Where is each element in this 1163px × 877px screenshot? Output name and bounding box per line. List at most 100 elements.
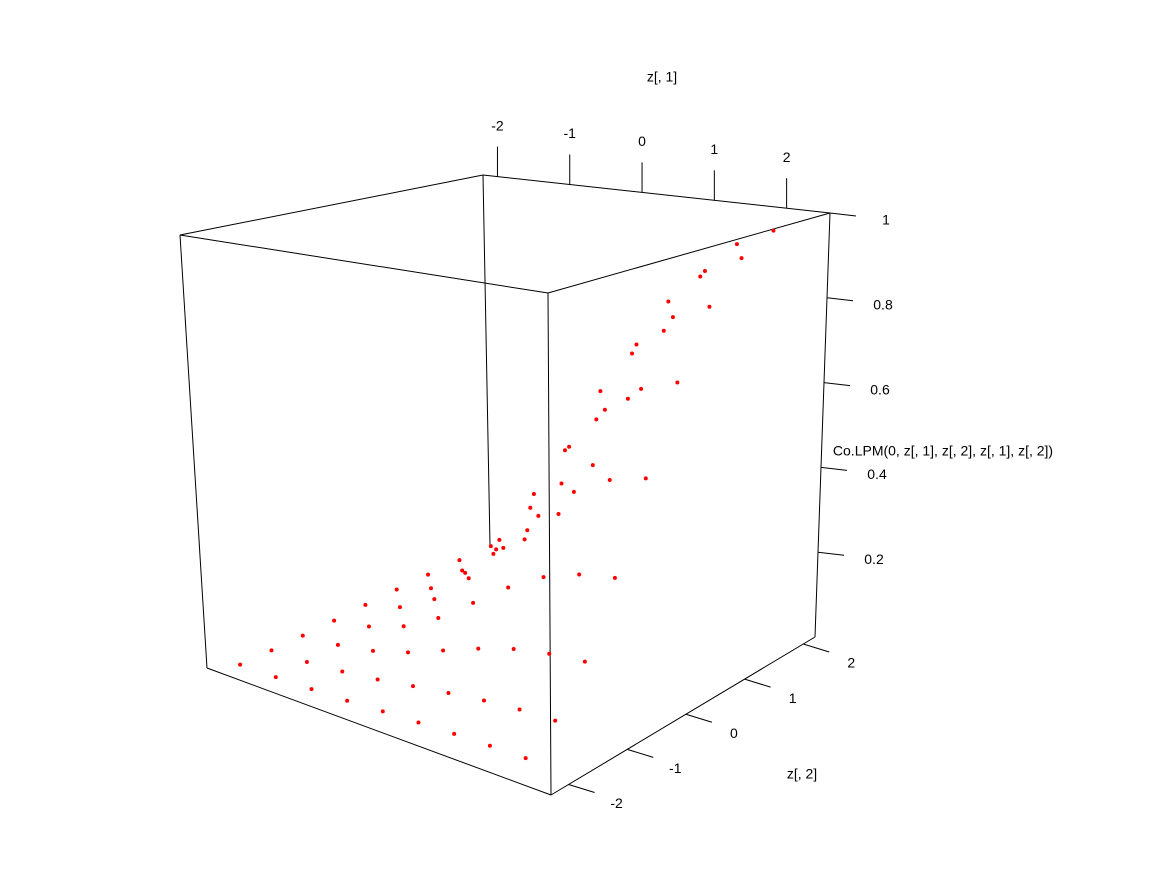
point [771, 228, 776, 233]
point [643, 476, 648, 481]
point [397, 605, 402, 610]
point [370, 648, 375, 653]
z-tick [826, 297, 854, 302]
point [506, 585, 511, 590]
point [547, 651, 552, 656]
box-edge [179, 234, 549, 294]
box-edge [814, 212, 831, 638]
point [702, 269, 707, 274]
point [366, 624, 371, 629]
point [309, 687, 314, 692]
z-axis-label: Co.LPM(0, z[, 1], z[, 2], z[, 1], z[, 2]… [833, 443, 1053, 459]
point [463, 570, 468, 575]
point [670, 315, 675, 320]
x-axis-label: z[, 1] [647, 69, 677, 85]
point [739, 256, 744, 261]
point [457, 558, 462, 563]
point [612, 575, 617, 580]
point [345, 698, 350, 703]
box-edge [179, 234, 208, 669]
point [553, 718, 558, 723]
x-tick-label: 0 [638, 133, 646, 149]
point [411, 684, 416, 689]
point [634, 342, 639, 347]
point [661, 328, 666, 333]
y-tick [744, 678, 771, 688]
point [698, 274, 703, 279]
point [394, 587, 399, 592]
y-tick-label: 0 [730, 725, 738, 741]
point [340, 669, 345, 674]
x-tick-label: 1 [710, 141, 718, 157]
point [590, 463, 595, 468]
point [446, 690, 451, 695]
z-tick [823, 382, 851, 387]
point [491, 551, 496, 556]
point [238, 662, 243, 667]
point [707, 304, 712, 309]
point [594, 417, 599, 422]
point [436, 615, 441, 620]
point [432, 597, 437, 602]
y-tick-label: -1 [669, 760, 682, 776]
y-tick [803, 643, 830, 653]
y-tick [627, 748, 654, 758]
y-axis-label: z[, 2] [787, 766, 817, 782]
point [625, 396, 630, 401]
y-tick-label: -2 [610, 795, 623, 811]
z-tick-label: 0.2 [864, 551, 884, 567]
point [562, 448, 567, 453]
point [426, 572, 431, 577]
y-tick [568, 783, 595, 793]
z-tick-label: 0.8 [873, 297, 893, 313]
point [531, 491, 536, 496]
point [466, 576, 471, 581]
point [602, 407, 607, 412]
point [494, 547, 499, 552]
point [401, 624, 406, 629]
point [375, 677, 380, 682]
point [607, 477, 612, 482]
point [511, 647, 516, 652]
point [460, 568, 465, 573]
point [598, 389, 603, 394]
point [577, 572, 582, 577]
box-edge [482, 174, 491, 546]
point [452, 731, 457, 736]
z-tick [820, 466, 848, 471]
box-edge [179, 174, 484, 236]
point [675, 380, 680, 385]
point [380, 709, 385, 714]
y-tick [685, 713, 713, 723]
z-tick-label: 0.6 [870, 381, 890, 397]
point [559, 481, 564, 486]
z-tick-label: 1 [882, 212, 890, 228]
point [363, 602, 368, 607]
point [488, 544, 493, 549]
box-edge [550, 636, 816, 796]
point [273, 675, 278, 680]
point [528, 505, 533, 510]
point [416, 720, 421, 725]
point [517, 707, 522, 712]
point [471, 600, 476, 605]
box-edge [206, 667, 552, 796]
point [536, 513, 541, 518]
point [582, 659, 587, 664]
point [429, 586, 434, 591]
z-tick-label: 0.4 [867, 466, 887, 482]
point [541, 575, 546, 580]
point [525, 528, 530, 533]
box-edge [547, 292, 552, 796]
x-tick-label: -1 [564, 125, 577, 141]
point [567, 444, 572, 449]
point [335, 642, 340, 647]
x-tick-label: -2 [491, 117, 504, 133]
point [523, 756, 528, 761]
point [571, 489, 576, 494]
point [487, 743, 492, 748]
point [639, 386, 644, 391]
y-tick-label: 2 [847, 655, 855, 671]
